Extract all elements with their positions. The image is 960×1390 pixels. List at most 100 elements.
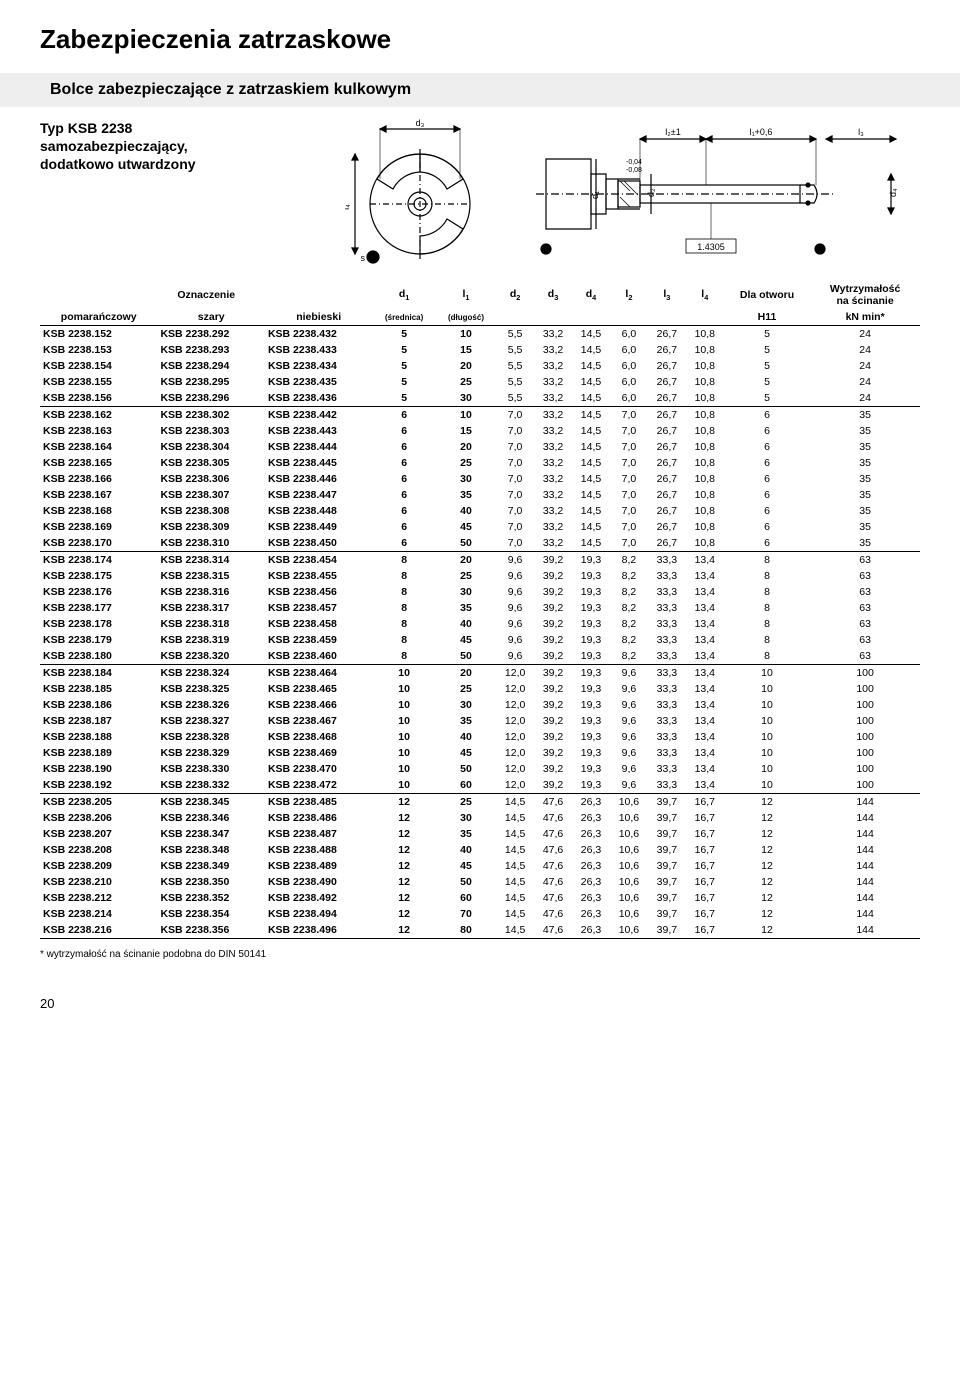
cell-d2: 12,0 <box>496 745 534 761</box>
cell-d1: 6 <box>372 519 435 535</box>
cell-d4: 19,3 <box>572 616 610 632</box>
cell-l1: 60 <box>436 890 496 906</box>
cell-l1: 20 <box>436 439 496 455</box>
svg-text:1.4305: 1.4305 <box>697 242 725 252</box>
cell-l1: 35 <box>436 713 496 729</box>
hdr-d2: d2 <box>496 281 534 309</box>
table-row: KSB 2238.179KSB 2238.319KSB 2238.4598459… <box>40 632 920 648</box>
cell-d2: 12,0 <box>496 761 534 777</box>
cell-w: 35 <box>810 487 920 503</box>
cell-p: KSB 2238.167 <box>40 487 157 503</box>
cell-n: KSB 2238.443 <box>265 423 372 439</box>
cell-d2: 7,0 <box>496 423 534 439</box>
cell-s: KSB 2238.309 <box>157 519 264 535</box>
cell-w: 63 <box>810 568 920 584</box>
cell-l3: 26,7 <box>648 374 686 390</box>
cell-l3: 39,7 <box>648 794 686 811</box>
cell-s: KSB 2238.318 <box>157 616 264 632</box>
cell-l2: 8,2 <box>610 616 648 632</box>
cell-l1: 35 <box>436 600 496 616</box>
cell-l3: 26,7 <box>648 471 686 487</box>
cell-d3: 33,2 <box>534 487 572 503</box>
cell-d3: 39,2 <box>534 681 572 697</box>
cell-d4: 26,3 <box>572 858 610 874</box>
cell-w: 35 <box>810 423 920 439</box>
cell-s: KSB 2238.294 <box>157 358 264 374</box>
table-row: KSB 2238.154KSB 2238.294KSB 2238.4345205… <box>40 358 920 374</box>
cell-s: KSB 2238.328 <box>157 729 264 745</box>
cell-l1: 45 <box>436 519 496 535</box>
cell-n: KSB 2238.472 <box>265 777 372 794</box>
cell-w: 144 <box>810 890 920 906</box>
cell-s: KSB 2238.315 <box>157 568 264 584</box>
cell-d4: 14,5 <box>572 455 610 471</box>
cell-l3: 39,7 <box>648 906 686 922</box>
cell-p: KSB 2238.152 <box>40 326 157 343</box>
cell-s: KSB 2238.305 <box>157 455 264 471</box>
cell-h: 10 <box>724 729 810 745</box>
cell-d3: 47,6 <box>534 922 572 939</box>
cell-d1: 8 <box>372 632 435 648</box>
cell-d4: 19,3 <box>572 697 610 713</box>
cell-l2: 8,2 <box>610 568 648 584</box>
table-row: KSB 2238.209KSB 2238.349KSB 2238.4891245… <box>40 858 920 874</box>
cell-l3: 33,3 <box>648 777 686 794</box>
cell-d2: 5,5 <box>496 342 534 358</box>
cell-h: 10 <box>724 665 810 682</box>
table-row: KSB 2238.156KSB 2238.296KSB 2238.4365305… <box>40 390 920 407</box>
cell-s: KSB 2238.332 <box>157 777 264 794</box>
cell-d3: 39,2 <box>534 648 572 665</box>
cell-l1: 70 <box>436 906 496 922</box>
cell-l1: 30 <box>436 584 496 600</box>
cell-l4: 13,4 <box>686 777 724 794</box>
cell-d1: 5 <box>372 390 435 407</box>
cell-n: KSB 2238.460 <box>265 648 372 665</box>
hdr-d3: d3 <box>534 281 572 309</box>
cell-n: KSB 2238.489 <box>265 858 372 874</box>
cell-w: 35 <box>810 471 920 487</box>
hdr-dlugosc: (długość) <box>436 309 496 326</box>
cell-p: KSB 2238.207 <box>40 826 157 842</box>
cell-l1: 40 <box>436 729 496 745</box>
desc-line3: dodatkowo utwardzony <box>40 155 300 173</box>
cell-l4: 13,4 <box>686 632 724 648</box>
cell-s: KSB 2238.320 <box>157 648 264 665</box>
cell-h: 12 <box>724 922 810 939</box>
cell-l1: 20 <box>436 358 496 374</box>
cell-l1: 40 <box>436 842 496 858</box>
cell-w: 24 <box>810 358 920 374</box>
cell-l3: 39,7 <box>648 858 686 874</box>
cell-s: KSB 2238.352 <box>157 890 264 906</box>
cell-d3: 39,2 <box>534 616 572 632</box>
cell-d3: 33,2 <box>534 326 572 343</box>
hdr-h11: H11 <box>724 309 810 326</box>
table-row: KSB 2238.176KSB 2238.316KSB 2238.4568309… <box>40 584 920 600</box>
cell-l1: 45 <box>436 632 496 648</box>
cell-d2: 5,5 <box>496 326 534 343</box>
cell-l4: 10,8 <box>686 503 724 519</box>
cell-w: 63 <box>810 632 920 648</box>
cell-l1: 30 <box>436 697 496 713</box>
cell-l4: 10,8 <box>686 390 724 407</box>
cell-p: KSB 2238.154 <box>40 358 157 374</box>
cell-n: KSB 2238.458 <box>265 616 372 632</box>
table-row: KSB 2238.152KSB 2238.292KSB 2238.4325105… <box>40 326 920 343</box>
cell-d2: 9,6 <box>496 584 534 600</box>
cell-l2: 6,0 <box>610 342 648 358</box>
cell-d1: 6 <box>372 503 435 519</box>
cell-l4: 10,8 <box>686 439 724 455</box>
cell-d4: 19,3 <box>572 632 610 648</box>
cell-l4: 13,4 <box>686 681 724 697</box>
table-row: KSB 2238.163KSB 2238.303KSB 2238.4436157… <box>40 423 920 439</box>
cell-l1: 30 <box>436 810 496 826</box>
cell-d3: 39,2 <box>534 777 572 794</box>
cell-d4: 19,3 <box>572 665 610 682</box>
cell-d2: 14,5 <box>496 890 534 906</box>
cell-h: 12 <box>724 858 810 874</box>
cell-p: KSB 2238.209 <box>40 858 157 874</box>
cell-l3: 33,3 <box>648 632 686 648</box>
cell-n: KSB 2238.449 <box>265 519 372 535</box>
cell-l1: 30 <box>436 471 496 487</box>
cell-d2: 7,0 <box>496 487 534 503</box>
cell-s: KSB 2238.324 <box>157 665 264 682</box>
